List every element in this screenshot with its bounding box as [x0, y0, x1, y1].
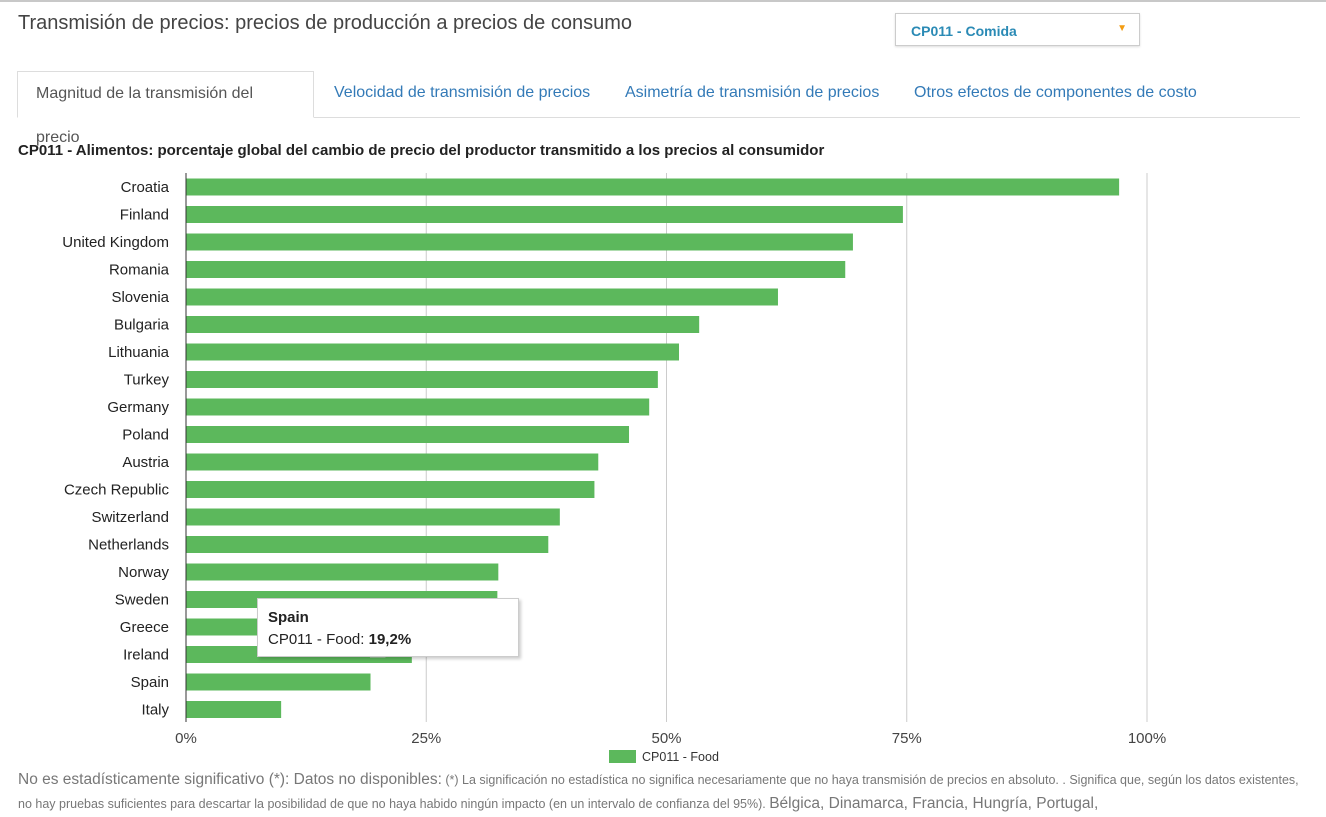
category-label: Lithuania	[108, 344, 170, 361]
legend-label: CP011 - Food	[642, 750, 719, 764]
category-label: Poland	[122, 427, 169, 444]
category-label: Austria	[122, 454, 169, 471]
footnote-explanation: (*) La significación no estadística no s…	[18, 773, 1299, 811]
category-label: Germany	[107, 399, 169, 416]
tooltip: Spain CP011 - Food: 19,2%	[257, 598, 519, 657]
bar-bulgaria	[186, 316, 700, 333]
select-value: CP011 - Comida	[911, 23, 1017, 39]
bar-italy	[186, 701, 282, 718]
x-tick-label: 0%	[175, 730, 197, 747]
category-label: Croatia	[121, 179, 170, 196]
caret-down-icon: ▼	[1117, 23, 1127, 34]
category-label: Switzerland	[91, 509, 169, 526]
category-label: United Kingdom	[62, 234, 169, 251]
x-tick-label: 25%	[411, 730, 441, 747]
x-tick-label: 50%	[651, 730, 681, 747]
tab-other-costs[interactable]: Otros efectos de componentes de costo	[914, 84, 1197, 101]
tab-speed[interactable]: Velocidad de transmisión de precios	[334, 84, 591, 101]
category-label: Spain	[131, 674, 169, 691]
category-label: Bulgaria	[114, 317, 170, 334]
bar-germany	[186, 398, 650, 416]
bar-poland	[186, 426, 630, 443]
chart-title: CP011 - Alimentos: porcentaje global del…	[18, 142, 825, 159]
tooltip-label: CP011 - Food:	[268, 631, 365, 648]
category-label: Czech Republic	[64, 482, 170, 499]
footnote-countries: Bélgica, Dinamarca, Francia, Hungría, Po…	[769, 795, 1099, 812]
footnote: No es estadísticamente significativo (*)…	[18, 768, 1313, 816]
bar-croatia	[186, 178, 1120, 196]
product-select[interactable]: CP011 - Comida ▼	[895, 13, 1140, 46]
bar-romania	[186, 261, 846, 278]
category-label: Romania	[109, 262, 170, 279]
tab-magnitude[interactable]: Magnitud de la transmisión del precio	[17, 71, 314, 146]
bar-spain	[186, 673, 371, 691]
category-label: Norway	[118, 564, 169, 581]
tab-bar: Magnitud de la transmisión del precio Ve…	[17, 71, 1300, 146]
x-tick-label: 75%	[892, 730, 922, 747]
tooltip-title: Spain	[268, 609, 309, 626]
category-label: Greece	[120, 619, 169, 636]
category-label: Turkey	[124, 372, 170, 389]
tab-asymmetry[interactable]: Asimetría de transmisión de precios	[625, 84, 880, 101]
bar-turkey	[186, 371, 658, 388]
category-label: Italy	[141, 702, 169, 719]
legend-swatch	[609, 750, 636, 763]
bar-lithuania	[186, 343, 679, 361]
bar-norway	[186, 563, 499, 581]
bar-united-kingdom	[186, 233, 853, 251]
bar-austria	[186, 453, 599, 471]
bar-switzerland	[186, 508, 560, 526]
bar-czech-republic	[186, 481, 595, 498]
bar-finland	[186, 206, 903, 223]
category-label: Sweden	[115, 592, 169, 609]
x-tick-label: 100%	[1128, 730, 1166, 747]
category-label: Finland	[120, 207, 169, 224]
page-title: Transmisión de precios: precios de produ…	[18, 12, 633, 34]
category-label: Netherlands	[88, 537, 169, 554]
bar-netherlands	[186, 536, 549, 553]
bar-slovenia	[186, 288, 778, 306]
category-label: Ireland	[123, 647, 169, 664]
tooltip-value: 19,2%	[368, 631, 412, 648]
footnote-significance: No es estadísticamente significativo (*)…	[18, 771, 442, 788]
category-label: Slovenia	[111, 289, 169, 306]
